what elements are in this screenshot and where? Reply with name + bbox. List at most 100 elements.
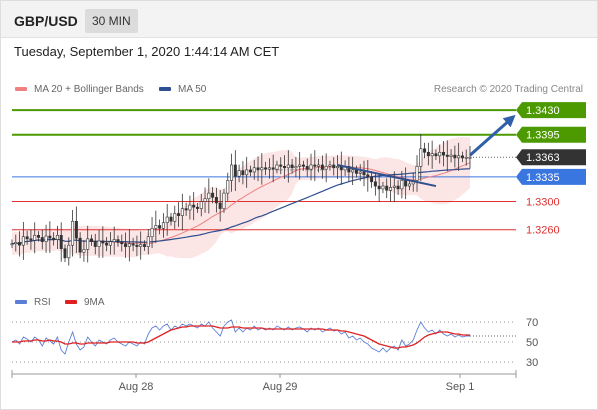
candle-body <box>438 151 442 157</box>
candle-body <box>139 244 143 247</box>
candle-body <box>260 167 264 171</box>
candle-body <box>381 185 385 190</box>
candle-body <box>464 156 468 159</box>
candle-body <box>396 185 400 190</box>
candle-body <box>29 238 33 241</box>
legend-ma20: MA 20 + Bollinger Bands <box>15 84 144 95</box>
legend-ma50: MA 50 <box>159 84 206 95</box>
candle-body <box>434 153 438 157</box>
candle-body <box>426 151 430 157</box>
candle-body <box>89 238 93 242</box>
x-tick-label: Aug 29 <box>263 381 298 393</box>
candle-body <box>40 237 44 242</box>
candle-body <box>362 171 366 176</box>
candle-body <box>158 225 162 229</box>
ma9-label: 9MA <box>84 297 105 308</box>
candle-body <box>10 243 14 246</box>
candle-body <box>313 164 317 167</box>
candle-body <box>279 164 283 167</box>
candle-body <box>241 170 245 176</box>
level-tag-bg <box>516 168 586 185</box>
candle-body <box>373 181 377 187</box>
candle-body <box>86 238 90 250</box>
candle-body <box>214 197 218 204</box>
candle-body <box>93 241 97 247</box>
candle-body <box>184 208 188 211</box>
rsi-tick-50: 50 <box>526 337 538 349</box>
rsi-tick-70: 70 <box>526 317 538 329</box>
ma20-label: MA 20 + Bollinger Bands <box>34 84 144 95</box>
candle-body <box>188 204 192 211</box>
candle-body <box>195 206 199 209</box>
candle-body <box>207 192 211 200</box>
ma50-swatch <box>159 87 171 92</box>
candle-body <box>347 166 351 173</box>
rsi-tick-30: 30 <box>526 357 538 369</box>
candle-body <box>377 185 381 190</box>
candle-body <box>52 237 56 240</box>
candle-body <box>248 169 252 173</box>
candle-body <box>445 154 449 157</box>
candle-body <box>305 166 309 170</box>
candle-body <box>120 242 124 245</box>
legend-rsi: RSI <box>15 297 51 308</box>
candle-body <box>14 242 18 245</box>
ma20-swatch <box>15 87 27 92</box>
candle-body <box>351 169 355 173</box>
candle-body <box>442 151 446 156</box>
candle-body <box>275 164 279 170</box>
candle-body <box>146 236 150 247</box>
candle-body <box>404 180 408 187</box>
candle-body <box>33 235 37 241</box>
candle-body <box>423 148 427 153</box>
candle-body <box>127 243 131 247</box>
level-label-1.3395: 1.3395 <box>526 130 560 142</box>
chart-header: GBP/USD 30 MIN <box>1 1 597 38</box>
candle-body <box>294 166 298 169</box>
candle-body <box>460 155 464 159</box>
candle-body <box>218 202 222 209</box>
legend-9ma: 9MA <box>65 297 105 308</box>
candle-body <box>203 198 207 202</box>
candle-body <box>415 166 419 181</box>
candle-body <box>324 166 328 170</box>
candle-body <box>25 236 29 240</box>
candle-body <box>71 220 75 246</box>
candle-body <box>21 236 25 246</box>
candle-body <box>332 164 336 169</box>
symbol-title: GBP/USD <box>14 13 78 29</box>
candle-body <box>101 240 105 244</box>
x-tick-label: Aug 28 <box>119 381 154 393</box>
candle-body <box>309 164 313 170</box>
candle-body <box>336 166 340 169</box>
candle-body <box>286 164 290 169</box>
level-label-1.3430: 1.3430 <box>526 105 560 117</box>
candle-body <box>199 201 203 209</box>
candle-body <box>82 249 86 253</box>
level-tag-bg <box>516 102 586 119</box>
candle-body <box>354 169 358 174</box>
candle-body <box>177 213 181 216</box>
candle-body <box>271 167 275 170</box>
candle-body <box>116 239 120 243</box>
timestamp: Tuesday, September 1, 2020 1:44:14 AM CE… <box>14 44 280 59</box>
level-tag-bg <box>516 126 586 143</box>
candle-body <box>67 244 71 259</box>
interval-button[interactable]: 30 MIN <box>85 9 138 33</box>
candle-body <box>97 240 101 247</box>
candle-body <box>457 155 461 159</box>
candle-body <box>180 208 184 216</box>
candle-body <box>192 204 196 208</box>
candle-body <box>169 216 173 222</box>
candles <box>10 134 472 266</box>
candle-body <box>419 148 423 167</box>
candle-body <box>366 174 370 178</box>
candle-body <box>328 164 332 167</box>
rsi-line <box>11 319 470 355</box>
candle-body <box>150 227 154 238</box>
candle-body <box>154 225 158 229</box>
candle-body <box>74 220 78 239</box>
candle-body <box>453 154 457 159</box>
